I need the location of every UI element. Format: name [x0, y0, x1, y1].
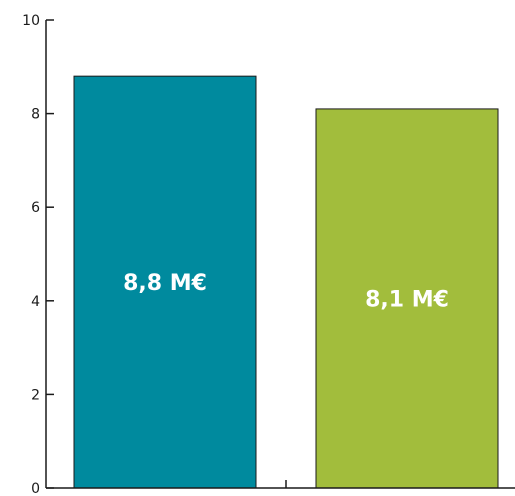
bar-1: [73, 75, 257, 489]
bar-2-value-label: 8,1 M€: [365, 287, 449, 312]
bar-2: [315, 108, 499, 489]
y-tick-label: 6: [31, 200, 40, 216]
y-tick-label: 10: [22, 13, 40, 29]
axes-group: [45, 20, 515, 489]
y-tick-label: 8: [31, 107, 40, 123]
bar-labels-group: 8,8 M€ 8,1 M€: [123, 271, 449, 312]
y-ticks-group: 0 2 4 6 8 10: [22, 13, 54, 496]
bars-group: [73, 75, 499, 489]
y-tick-label: 4: [31, 294, 40, 310]
bar-1-value-label: 8,8 M€: [123, 271, 207, 296]
y-tick-label: 0: [31, 481, 40, 496]
y-tick-label: 2: [31, 387, 40, 403]
